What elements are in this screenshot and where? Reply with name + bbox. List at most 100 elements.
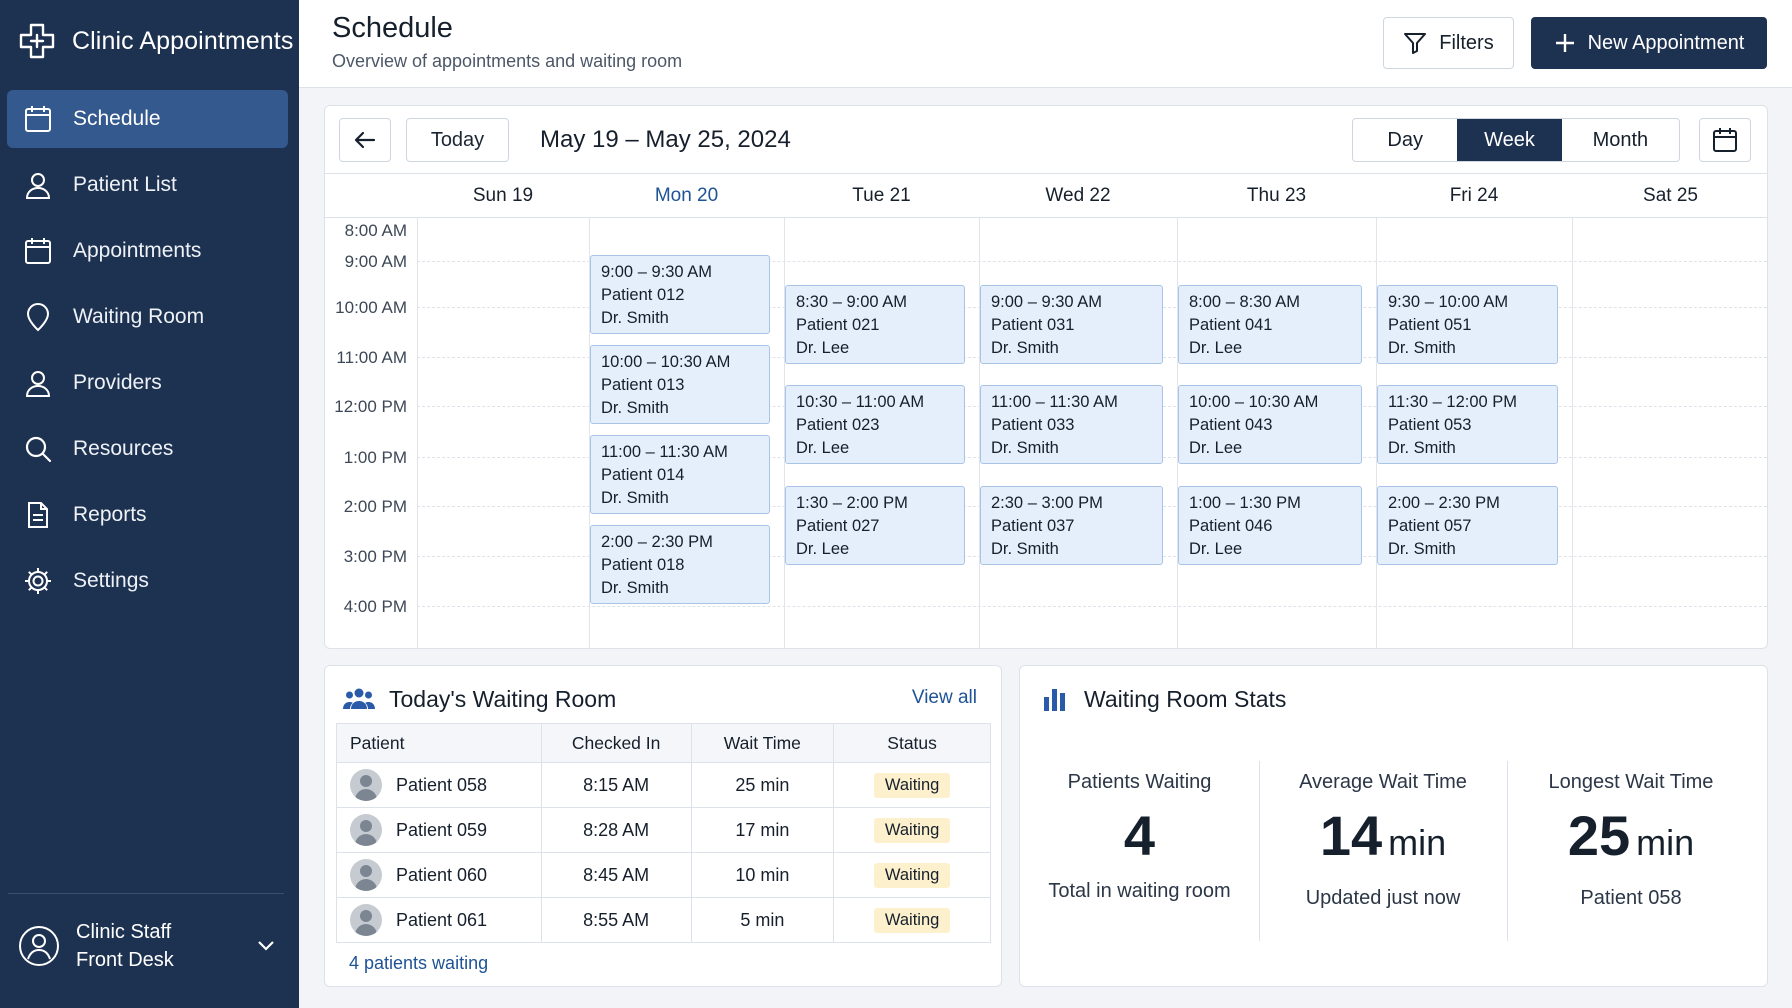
calendar-toolbar: Today May 19 – May 25, 2024 Day Week Mon… xyxy=(325,106,1767,174)
sidebar-item-label: Schedule xyxy=(73,107,161,130)
user-info: Clinic Staff Front Desk xyxy=(76,920,174,972)
waiting-room-panel: Today's Waiting Room View all Patient Ch… xyxy=(324,665,1002,987)
column-header-status[interactable]: Status xyxy=(833,723,991,763)
patient-name: Patient 059 xyxy=(396,819,488,840)
appointment-card[interactable]: 11:30 – 12:00 PM Patient 053 Dr. Smith xyxy=(1377,385,1558,464)
patient-cell-content: Patient 061 xyxy=(350,904,541,936)
appointment-patient: Patient 014 xyxy=(601,466,685,484)
appointment-card[interactable]: 8:00 – 8:30 AM Patient 041 Dr. Lee xyxy=(1178,285,1362,364)
avatar xyxy=(350,904,382,936)
waiting-room-title: Today's Waiting Room xyxy=(389,685,617,712)
user-menu[interactable]: Clinic Staff Front Desk xyxy=(18,914,283,978)
waiting-room-header: Today's Waiting Room xyxy=(343,684,616,714)
sidebar-item-label: Reports xyxy=(73,503,147,526)
sidebar-item-label: Appointments xyxy=(73,239,202,262)
appointment-patient: Patient 027 xyxy=(796,517,880,535)
table-row[interactable]: Patient 061 8:55 AM 5 min Waiting xyxy=(336,897,991,943)
appointment-card[interactable]: 1:30 – 2:00 PM Patient 027 Dr. Lee xyxy=(785,486,965,565)
sidebar-item-reports[interactable]: Reports xyxy=(7,486,288,544)
appointment-time: 9:00 – 9:30 AM xyxy=(991,293,1102,311)
date-picker-button[interactable] xyxy=(1699,118,1751,162)
new-appointment-button[interactable]: New Appointment xyxy=(1531,17,1767,69)
medical-cross-icon xyxy=(19,23,55,59)
appointment-patient: Patient 051 xyxy=(1388,316,1472,334)
appointment-card[interactable]: 11:00 – 11:30 AM Patient 014 Dr. Smith xyxy=(590,435,770,514)
calendar-panel: Today May 19 – May 25, 2024 Day Week Mon… xyxy=(324,105,1768,649)
appointment-patient: Patient 033 xyxy=(991,416,1075,434)
filter-icon xyxy=(1404,33,1427,54)
table-header-row: Patient Checked In Wait Time Status xyxy=(336,723,991,763)
sidebar: Clinic Appointments Schedule Patient Lis… xyxy=(0,0,299,1008)
time-label: 12:00 PM xyxy=(334,397,407,416)
status-badge: Waiting xyxy=(873,862,951,888)
appointment-card[interactable]: 2:30 – 3:00 PM Patient 037 Dr. Smith xyxy=(980,486,1163,565)
sidebar-item-resources[interactable]: Resources xyxy=(7,420,288,478)
stat-number: 25 xyxy=(1567,804,1631,867)
sidebar-item-schedule[interactable]: Schedule xyxy=(7,90,288,148)
grid-column-line xyxy=(979,218,980,648)
table-row[interactable]: Patient 058 8:15 AM 25 min Waiting xyxy=(336,762,991,808)
avatar xyxy=(350,859,382,891)
filters-button[interactable]: Filters xyxy=(1383,17,1514,69)
column-header-wait-time[interactable]: Wait Time xyxy=(690,723,835,763)
appointment-patient: Patient 046 xyxy=(1189,517,1273,535)
appointment-provider: Dr. Smith xyxy=(991,339,1059,357)
appointment-card[interactable]: 2:00 – 2:30 PM Patient 057 Dr. Smith xyxy=(1377,486,1558,565)
patient-cell: Patient 058 xyxy=(336,762,542,808)
column-header-patient[interactable]: Patient xyxy=(336,723,542,763)
gear-icon xyxy=(25,568,51,594)
view-all-link[interactable]: View all xyxy=(911,687,977,708)
day-header[interactable]: Fri 24 xyxy=(1449,185,1499,206)
day-header[interactable]: Sun 19 xyxy=(472,185,534,206)
appointment-card[interactable]: 2:00 – 2:30 PM Patient 018 Dr. Smith xyxy=(590,525,770,604)
sidebar-item-patient-list[interactable]: Patient List xyxy=(7,156,288,214)
person-icon xyxy=(25,371,51,397)
appointment-card[interactable]: 9:00 – 9:30 AM Patient 012 Dr. Smith xyxy=(590,255,770,334)
person-icon xyxy=(25,173,51,199)
sidebar-item-appointments[interactable]: Appointments xyxy=(7,222,288,280)
sidebar-item-providers[interactable]: Providers xyxy=(7,354,288,412)
patient-name: Patient 060 xyxy=(396,864,488,885)
view-day-button[interactable]: Day xyxy=(1387,128,1423,151)
stat-unit: min xyxy=(1636,822,1695,863)
previous-week-button[interactable] xyxy=(339,118,391,162)
stat-value: 14 min xyxy=(1259,804,1507,875)
appointment-card[interactable]: 11:00 – 11:30 AM Patient 033 Dr. Smith xyxy=(980,385,1163,464)
day-header[interactable]: Wed 22 xyxy=(1045,185,1111,206)
time-label: 8:00 AM xyxy=(344,221,407,240)
appointment-provider: Dr. Lee xyxy=(796,540,850,558)
day-header[interactable]: Thu 23 xyxy=(1246,185,1307,206)
appointment-card[interactable]: 10:00 – 10:30 AM Patient 043 Dr. Lee xyxy=(1178,385,1362,464)
appointment-card[interactable]: 9:00 – 9:30 AM Patient 031 Dr. Smith xyxy=(980,285,1163,364)
view-month-button[interactable]: Month xyxy=(1592,128,1649,151)
table-row[interactable]: Patient 060 8:45 AM 10 min Waiting xyxy=(336,852,991,898)
day-header[interactable]: Mon 20 xyxy=(654,185,719,206)
sidebar-item-settings[interactable]: Settings xyxy=(7,552,288,610)
app-brand[interactable]: Clinic Appointments xyxy=(18,20,293,62)
column-header-checked-in[interactable]: Checked In xyxy=(540,723,692,763)
sidebar-item-waiting-room[interactable]: Waiting Room xyxy=(7,288,288,346)
wait-time-cell: 10 min xyxy=(690,852,835,898)
appointment-card[interactable]: 10:30 – 11:00 AM Patient 023 Dr. Lee xyxy=(785,385,965,464)
appointment-card[interactable]: 1:00 – 1:30 PM Patient 046 Dr. Lee xyxy=(1178,486,1362,565)
appointment-card[interactable]: 9:30 – 10:00 AM Patient 051 Dr. Smith xyxy=(1377,285,1558,364)
user-role: Front Desk xyxy=(76,949,174,971)
view-week-button[interactable]: Week xyxy=(1457,119,1562,161)
table-row[interactable]: Patient 059 8:28 AM 17 min Waiting xyxy=(336,807,991,853)
search-icon xyxy=(25,436,52,463)
stats-header: Waiting Room Stats xyxy=(1044,684,1286,714)
checked-in-cell: 8:28 AM xyxy=(540,807,692,853)
status-cell: Waiting xyxy=(833,807,991,853)
day-header[interactable]: Tue 21 xyxy=(852,185,911,206)
checked-in-cell: 8:15 AM xyxy=(540,762,692,808)
stat-average-wait: Average Wait Time 14 min Updated just now xyxy=(1259,771,1507,931)
patients-waiting-link[interactable]: 4 patients waiting xyxy=(349,953,489,973)
appointment-card[interactable]: 10:00 – 10:30 AM Patient 013 Dr. Smith xyxy=(590,345,770,424)
day-header[interactable]: Sat 25 xyxy=(1643,185,1698,206)
chevron-down-icon[interactable] xyxy=(257,940,275,952)
appointment-patient: Patient 012 xyxy=(601,286,685,304)
appointment-card[interactable]: 8:30 – 9:00 AM Patient 021 Dr. Lee xyxy=(785,285,965,364)
today-button[interactable]: Today xyxy=(406,118,509,162)
appointment-time: 9:00 – 9:30 AM xyxy=(601,263,712,281)
appointment-time: 11:00 – 11:30 AM xyxy=(991,393,1118,411)
